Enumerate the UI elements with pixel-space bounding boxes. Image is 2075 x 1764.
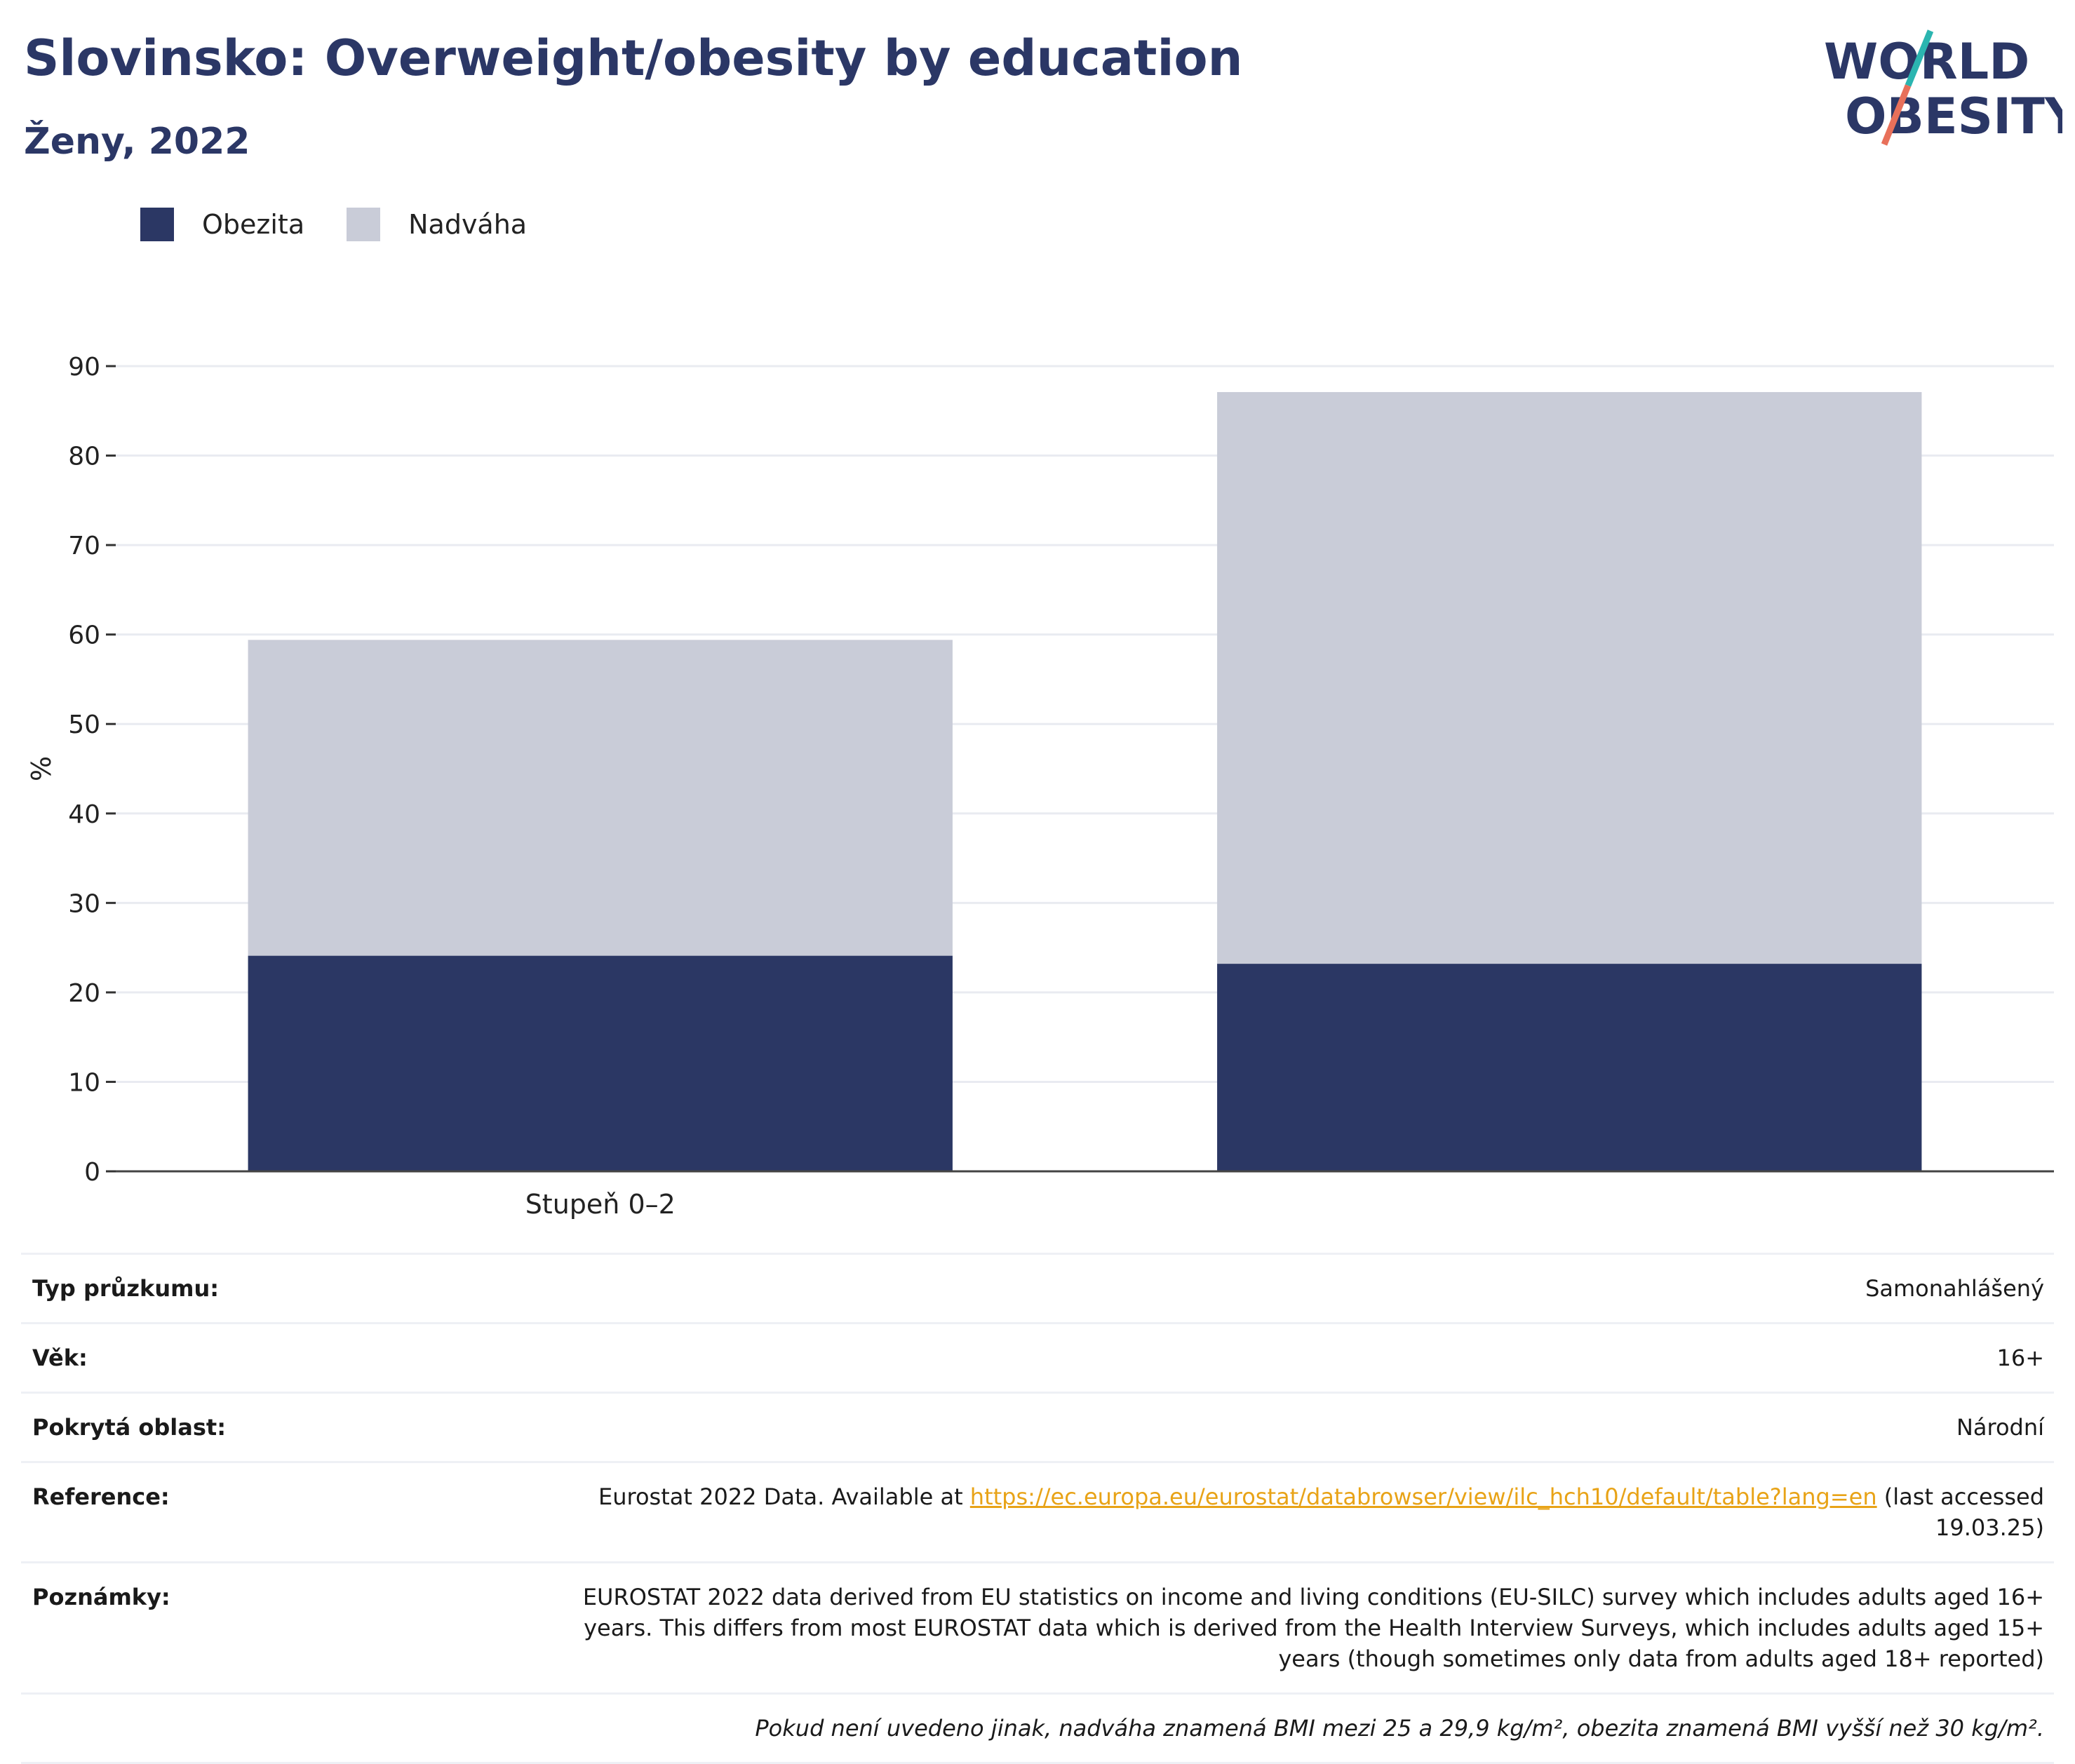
bar-overweight-1 bbox=[248, 640, 953, 956]
survey-type-value: Samonahlášený bbox=[1865, 1275, 2044, 1302]
y-tick-label: 0 bbox=[84, 1158, 100, 1187]
bar-overweight-2 bbox=[1217, 391, 1922, 964]
page-subtitle: Ženy, 2022 bbox=[24, 121, 250, 163]
logo-slash-teal bbox=[1905, 29, 1934, 87]
reference-prefix: Eurostat 2022 Data. Available at bbox=[598, 1483, 970, 1510]
y-tick-label: 20 bbox=[68, 979, 100, 1008]
info-row-age: Věk: 16+ bbox=[21, 1322, 2054, 1392]
page-title: Slovinsko: Overweight/obesity by educati… bbox=[24, 29, 1243, 87]
legend-item-obesity[interactable]: Obezita bbox=[140, 208, 304, 241]
legend-label-obesity: Obezita bbox=[202, 209, 305, 240]
stacked-bar-chart: 0 10 20 30 40 50 60 70 80 90% Stupeň 0–2 bbox=[26, 353, 2054, 1220]
y-tick-label: 80 bbox=[68, 443, 100, 471]
reference-label: Reference: bbox=[32, 1483, 170, 1510]
age-value: 16+ bbox=[1996, 1345, 2044, 1371]
legend-label-overweight: Nadváha bbox=[408, 209, 528, 240]
bar-obesity-2 bbox=[1217, 964, 1922, 1171]
reference-link[interactable]: https://ec.europa.eu/eurostat/databrowse… bbox=[969, 1483, 1877, 1510]
footnote-text: Pokud není uvedeno jinak, nadváha znamen… bbox=[755, 1715, 2044, 1742]
y-tick-label: 50 bbox=[68, 711, 100, 739]
area-value: Národní bbox=[1956, 1414, 2044, 1441]
legend-swatch-overweight bbox=[347, 208, 381, 241]
info-row-notes: Poznámky: EUROSTAT 2022 data derived fro… bbox=[21, 1561, 2054, 1692]
logo-line2: OBESITY bbox=[1845, 88, 2062, 145]
info-table: Typ průzkumu: Samonahlášený Věk: 16+ Pok… bbox=[21, 1253, 2054, 1764]
info-row-survey-type: Typ průzkumu: Samonahlášený bbox=[21, 1253, 2054, 1322]
info-row-footnote: Pokud není uvedeno jinak, nadváha znamen… bbox=[21, 1692, 2054, 1764]
x-tick-label: Stupeň 0–2 bbox=[525, 1189, 676, 1220]
chart-legend: Obezita Nadváha bbox=[140, 208, 569, 241]
legend-item-overweight[interactable]: Nadváha bbox=[347, 208, 527, 241]
y-tick-label: 90 bbox=[68, 353, 100, 382]
world-obesity-logo: WORLD OBESITY bbox=[1824, 29, 2062, 146]
logo-slash-coral bbox=[1881, 84, 1912, 146]
y-tick-label: 60 bbox=[68, 621, 100, 650]
bar-obesity-1 bbox=[248, 955, 953, 1171]
y-axis-label: % bbox=[26, 756, 57, 781]
y-tick-label: 30 bbox=[68, 889, 100, 918]
survey-type-label: Typ průzkumu: bbox=[32, 1275, 220, 1302]
reference-suffix: (last accessed 19.03.25) bbox=[1876, 1483, 2044, 1541]
notes-value: EUROSTAT 2022 data derived from EU stati… bbox=[582, 1584, 2044, 1672]
age-label: Věk: bbox=[32, 1345, 88, 1371]
legend-swatch-obesity bbox=[140, 208, 174, 241]
reference-value: Eurostat 2022 Data. Available at https:/… bbox=[536, 1481, 2044, 1543]
area-label: Pokrytá oblast: bbox=[32, 1414, 226, 1441]
info-row-reference: Reference: Eurostat 2022 Data. Available… bbox=[21, 1461, 2054, 1561]
info-row-area: Pokrytá oblast: Národní bbox=[21, 1392, 2054, 1461]
notes-label: Poznámky: bbox=[32, 1584, 170, 1610]
y-tick-label: 10 bbox=[68, 1068, 100, 1097]
y-tick-label: 70 bbox=[68, 532, 100, 560]
y-tick-label: 40 bbox=[68, 800, 100, 829]
